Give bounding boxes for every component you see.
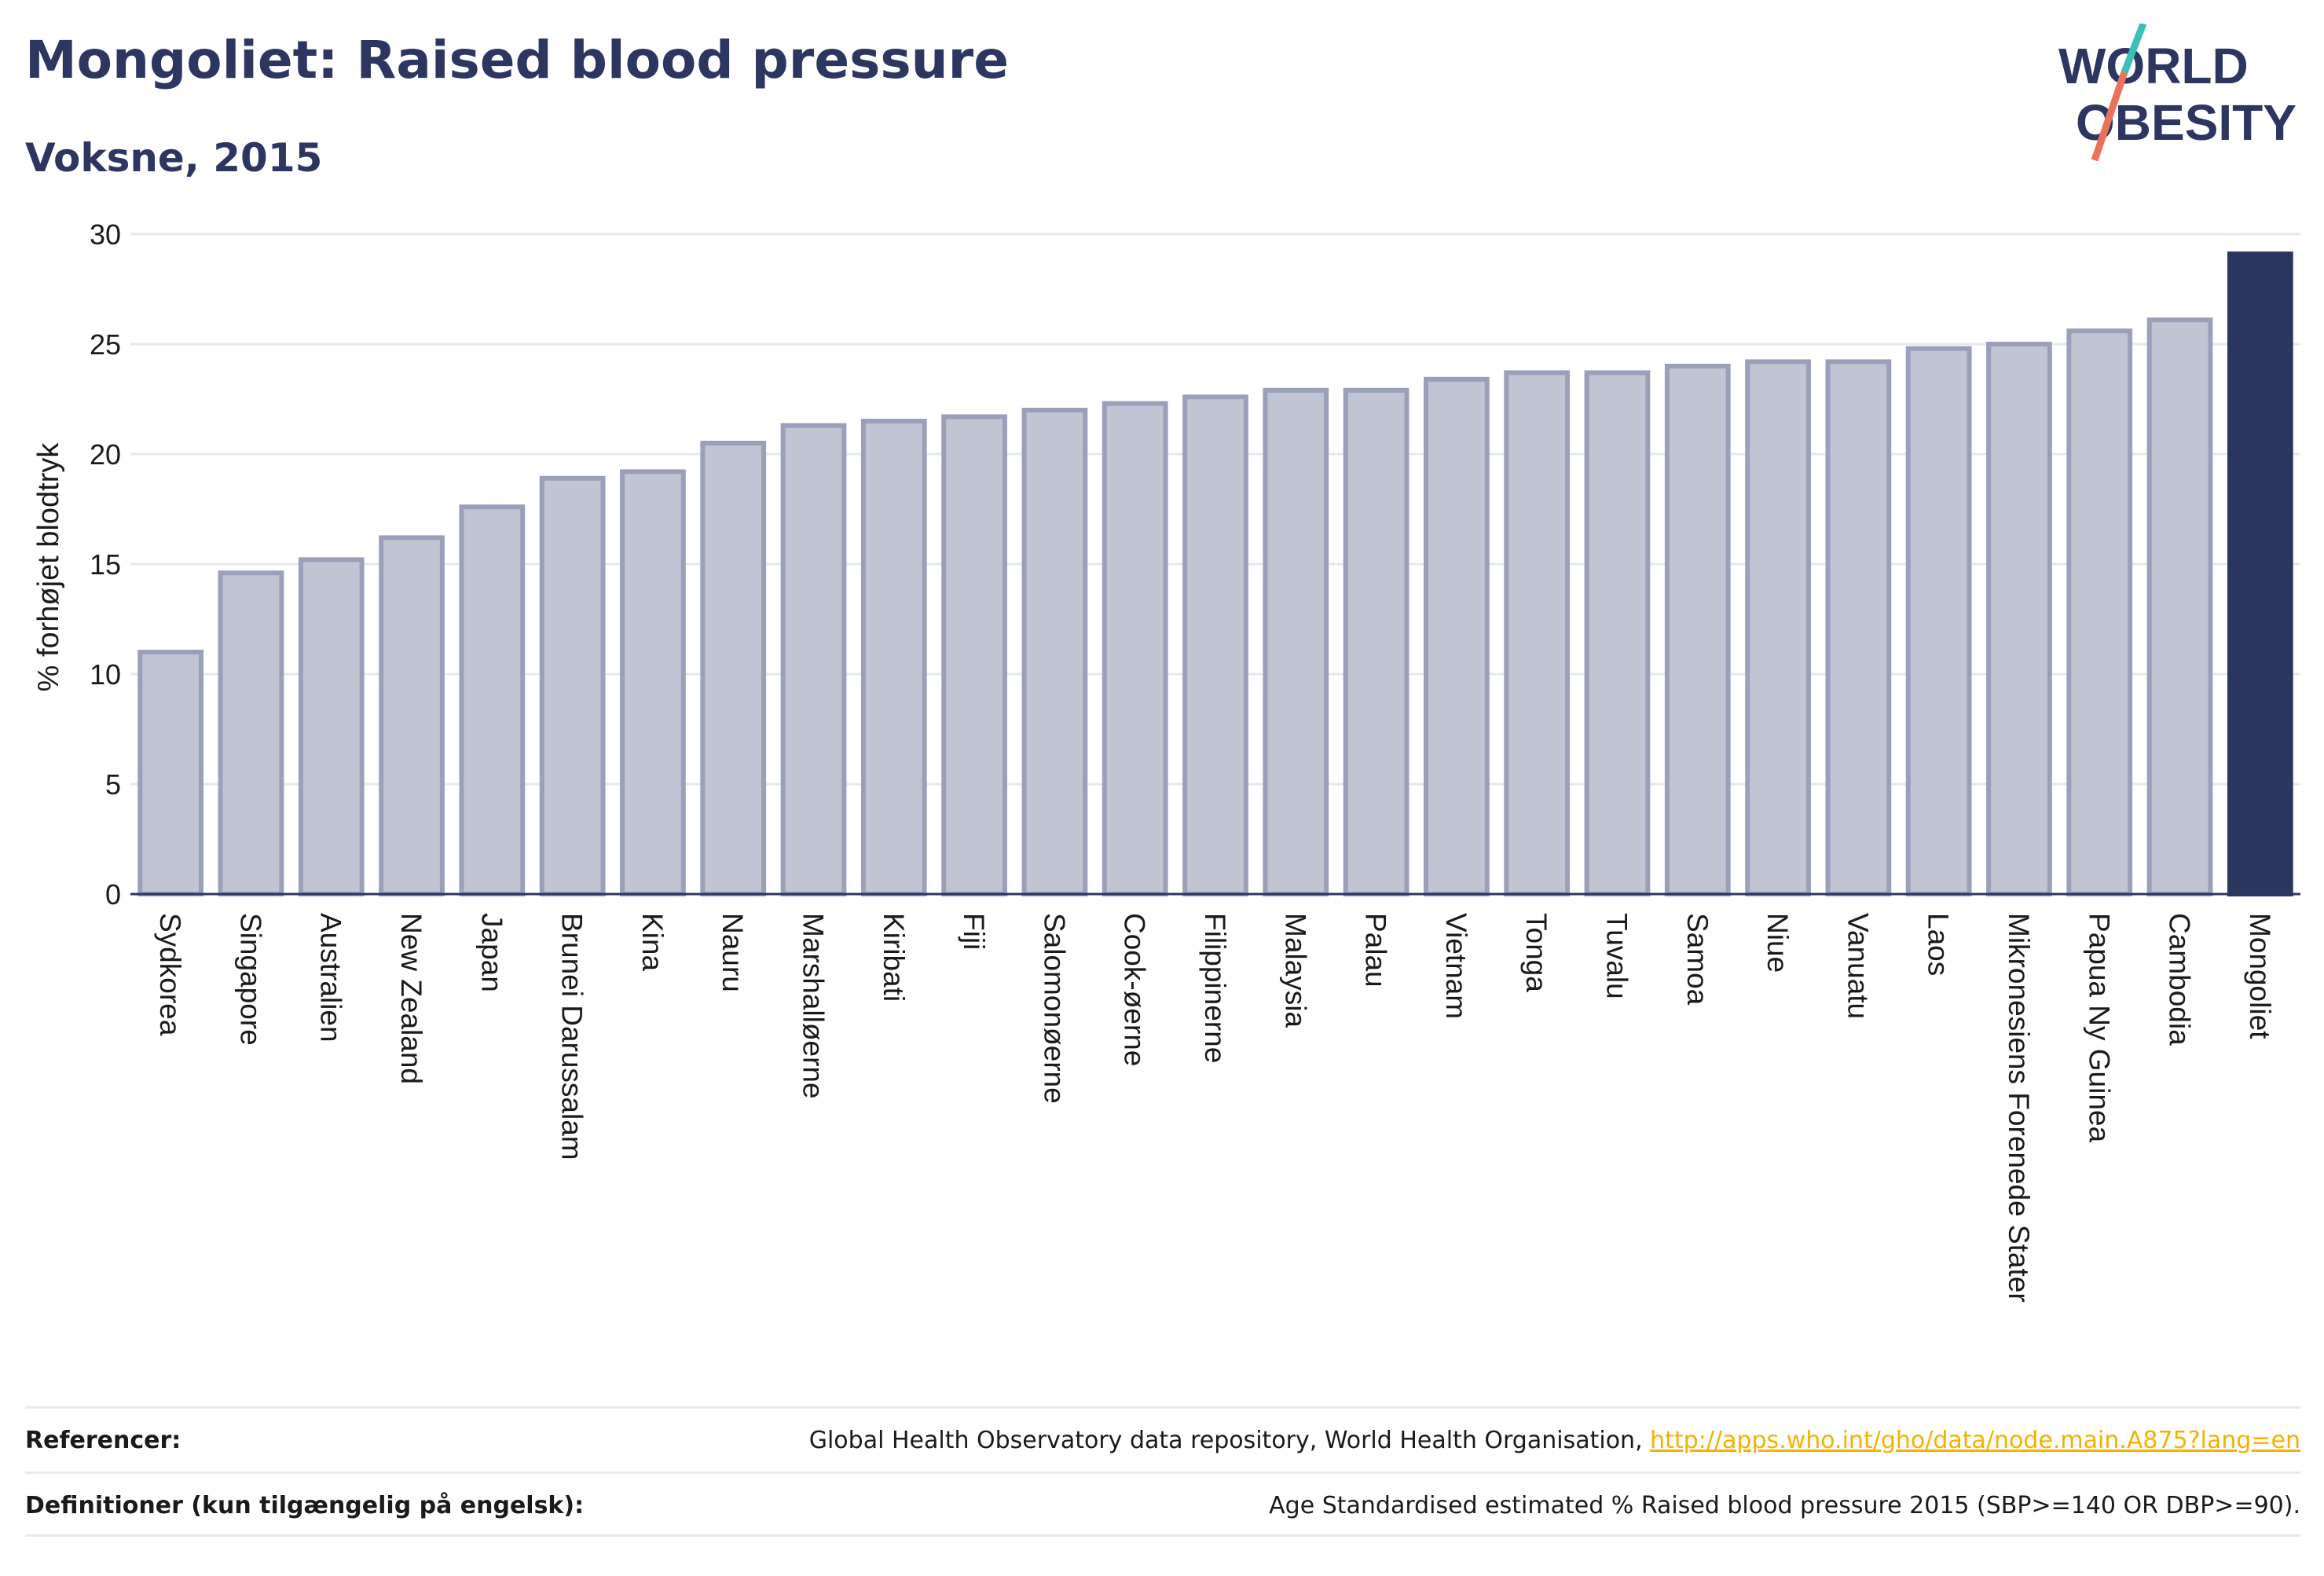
footer-divider bbox=[25, 1534, 2300, 1537]
x-tick-label: Papua Ny Guinea bbox=[2083, 913, 2115, 1143]
x-tick-label: Japan bbox=[475, 913, 508, 992]
y-tick-label: 20 bbox=[90, 438, 121, 471]
x-tick-label: Salomonøerne bbox=[1038, 913, 1070, 1104]
bar-singapore bbox=[218, 570, 284, 896]
bar-marshalløerne bbox=[780, 423, 847, 896]
x-tick-label: Samoa bbox=[1681, 913, 1714, 1006]
y-tick-label: 10 bbox=[90, 658, 121, 691]
x-tick-label: Mongoliet bbox=[2244, 913, 2276, 1039]
bar-vanuatu bbox=[1825, 359, 1892, 896]
bar-japan bbox=[459, 504, 526, 896]
x-tick-label: Fiji bbox=[958, 913, 990, 950]
bar-sydkorea bbox=[137, 650, 204, 896]
bar-chart: 0 5 10 15 20 25 30 % forhøjet blodtryk Sydkore… bbox=[32, 218, 2300, 1303]
references-row: Referencer: Global Health Observatory da… bbox=[25, 1406, 2300, 1472]
bar-niue bbox=[1745, 359, 1811, 896]
x-tick-label: Kina bbox=[636, 913, 669, 971]
x-tick-label: Cook-øerne bbox=[1119, 913, 1151, 1066]
x-tick-label: Filippinerne bbox=[1199, 913, 1231, 1063]
bar-kina bbox=[620, 469, 686, 896]
bar-cambodia bbox=[2146, 317, 2213, 896]
x-tick-label: Vietnam bbox=[1440, 913, 1472, 1019]
x-tick-label: Brunei Darussalam bbox=[556, 913, 588, 1160]
x-tick-label: Tonga bbox=[1520, 913, 1552, 992]
logo-slash-bottom bbox=[2091, 71, 2128, 162]
bar-palau bbox=[1343, 387, 1409, 896]
bar-filippinerne bbox=[1182, 394, 1248, 896]
bar-mikronesiens-forenede-stater bbox=[1986, 342, 2052, 896]
x-tick-label: Marshalløerne bbox=[797, 913, 830, 1098]
x-tick-label: Tuvalu bbox=[1600, 913, 1633, 999]
references-text: Global Health Observatory data repositor… bbox=[808, 1426, 1651, 1454]
bar-mongoliet bbox=[2227, 251, 2293, 896]
bar-papua-ny-guinea bbox=[2066, 328, 2133, 896]
definitions-text: Age Standardised estimated % Raised bloo… bbox=[1269, 1491, 2300, 1519]
y-tick-label: 30 bbox=[90, 218, 121, 251]
references-label: Referencer: bbox=[25, 1426, 181, 1454]
logo-line-1: WORLD bbox=[2058, 38, 2249, 94]
logo-slash-top bbox=[2121, 24, 2147, 74]
world-obesity-logo: WORLD OBESITY bbox=[2058, 24, 2297, 162]
y-tick-label: 15 bbox=[90, 548, 121, 581]
references-link[interactable]: http://apps.who.int/gho/data/node.main.A… bbox=[1650, 1426, 2300, 1454]
bar-cook-øerne bbox=[1102, 401, 1168, 896]
y-tick-label: 25 bbox=[90, 328, 121, 361]
x-tick-label: Singapore bbox=[234, 913, 266, 1046]
bar-tonga bbox=[1504, 370, 1571, 896]
x-tick-label: Kiribati bbox=[878, 913, 910, 1002]
bars bbox=[137, 251, 2293, 897]
bar-laos bbox=[1905, 346, 1972, 897]
chart-subtitle: Voksne, 2015 bbox=[25, 135, 323, 181]
bar-salomonøerne bbox=[1021, 408, 1088, 896]
x-tick-label: Australien bbox=[315, 913, 347, 1043]
bar-fiji bbox=[941, 414, 1007, 896]
chart-title: Mongoliet: Raised blood pressure bbox=[25, 30, 1009, 90]
x-tick-label: Vanuatu bbox=[1842, 913, 1874, 1019]
x-tick-label: Niue bbox=[1761, 913, 1794, 973]
definitions-label: Definitioner (kun tilgængelig på engelsk… bbox=[25, 1491, 585, 1519]
x-axis-labels: Sydkorea Singapore Australien New Zealand Ja… bbox=[154, 913, 2276, 1303]
x-tick-label: Sydkorea bbox=[154, 913, 186, 1036]
x-tick-label: Malaysia bbox=[1279, 913, 1311, 1028]
bar-nauru bbox=[700, 441, 767, 896]
x-tick-label: Mikronesiens Forenede Stater bbox=[2003, 913, 2035, 1303]
y-tick-label: 5 bbox=[105, 768, 121, 801]
bar-vietnam bbox=[1424, 376, 1490, 896]
bar-new-zealand bbox=[379, 535, 445, 897]
x-tick-label: Cambodia bbox=[2164, 913, 2196, 1046]
x-tick-label: Laos bbox=[1923, 913, 1955, 976]
bar-brunei-darussalam bbox=[539, 475, 606, 896]
x-tick-label: Nauru bbox=[717, 913, 749, 992]
bar-malaysia bbox=[1263, 387, 1329, 896]
y-tick-label: 0 bbox=[105, 878, 121, 911]
x-tick-label: New Zealand bbox=[395, 913, 427, 1084]
y-axis-ticks: 0 5 10 15 20 25 30 bbox=[90, 218, 121, 911]
bar-australien bbox=[298, 557, 365, 897]
definitions-row: Definitioner (kun tilgængelig på engelsk… bbox=[25, 1472, 2300, 1537]
x-tick-label: Palau bbox=[1360, 913, 1392, 988]
y-axis-label: % forhøjet blodtryk bbox=[32, 442, 65, 692]
bar-kiribati bbox=[860, 419, 927, 896]
bar-samoa bbox=[1664, 364, 1731, 896]
bar-tuvalu bbox=[1584, 370, 1651, 896]
references-value: Global Health Observatory data repositor… bbox=[809, 1427, 2300, 1454]
